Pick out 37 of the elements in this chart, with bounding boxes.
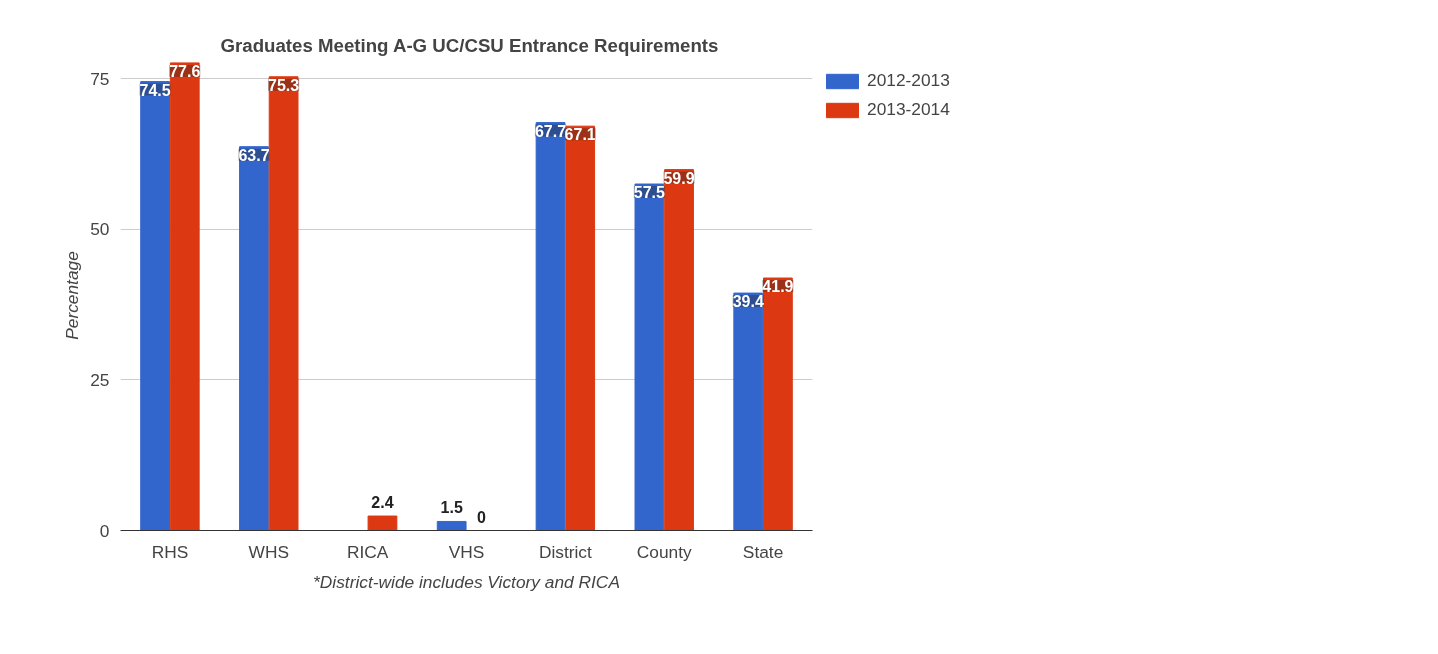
data-label: 2.4 xyxy=(371,494,394,512)
x-tick-label: State xyxy=(742,541,784,562)
bar xyxy=(664,169,694,531)
bar xyxy=(565,125,596,531)
data-label: 0 xyxy=(476,508,486,526)
x-tick-label: RHS xyxy=(151,541,189,562)
x-tick-label: VHS xyxy=(448,541,485,562)
x-tick-label: RICA xyxy=(346,541,389,562)
x-tick-label: County xyxy=(636,541,692,562)
bar xyxy=(634,183,665,531)
bar xyxy=(140,81,170,531)
y-tick-label: 50 xyxy=(90,219,110,240)
data-label: 63.7 xyxy=(238,146,270,164)
x-tick-label: WHS xyxy=(248,541,290,562)
bar xyxy=(367,515,398,531)
y-tick-label: 75 xyxy=(90,68,110,89)
text: *District-wide includes Victory and RICA xyxy=(313,571,620,592)
data-label: 59.9 xyxy=(663,169,695,187)
data-label: 74.5 xyxy=(139,81,171,99)
x-tick-label: District xyxy=(538,541,593,562)
data-label: 57.5 xyxy=(633,184,666,202)
bar xyxy=(268,76,299,531)
data-label: 75.3 xyxy=(268,76,300,94)
legend-label: 2012-2013 xyxy=(867,70,950,91)
y-axis-title: Percentage xyxy=(62,251,83,340)
bar xyxy=(239,146,269,531)
bar xyxy=(436,520,467,531)
bar xyxy=(535,122,566,531)
bar xyxy=(763,277,793,531)
chart-title: Graduates Meeting A-G UC/CSU Entrance Requirements xyxy=(220,34,719,56)
data-label: 77.6 xyxy=(169,62,201,80)
legend-label: 2013-2014 xyxy=(867,99,950,120)
bar xyxy=(169,62,200,531)
data-label: 1.5 xyxy=(440,499,463,517)
y-tick-label: 0 xyxy=(99,520,110,541)
y-tick-label: 25 xyxy=(90,369,110,390)
bar xyxy=(733,292,764,531)
